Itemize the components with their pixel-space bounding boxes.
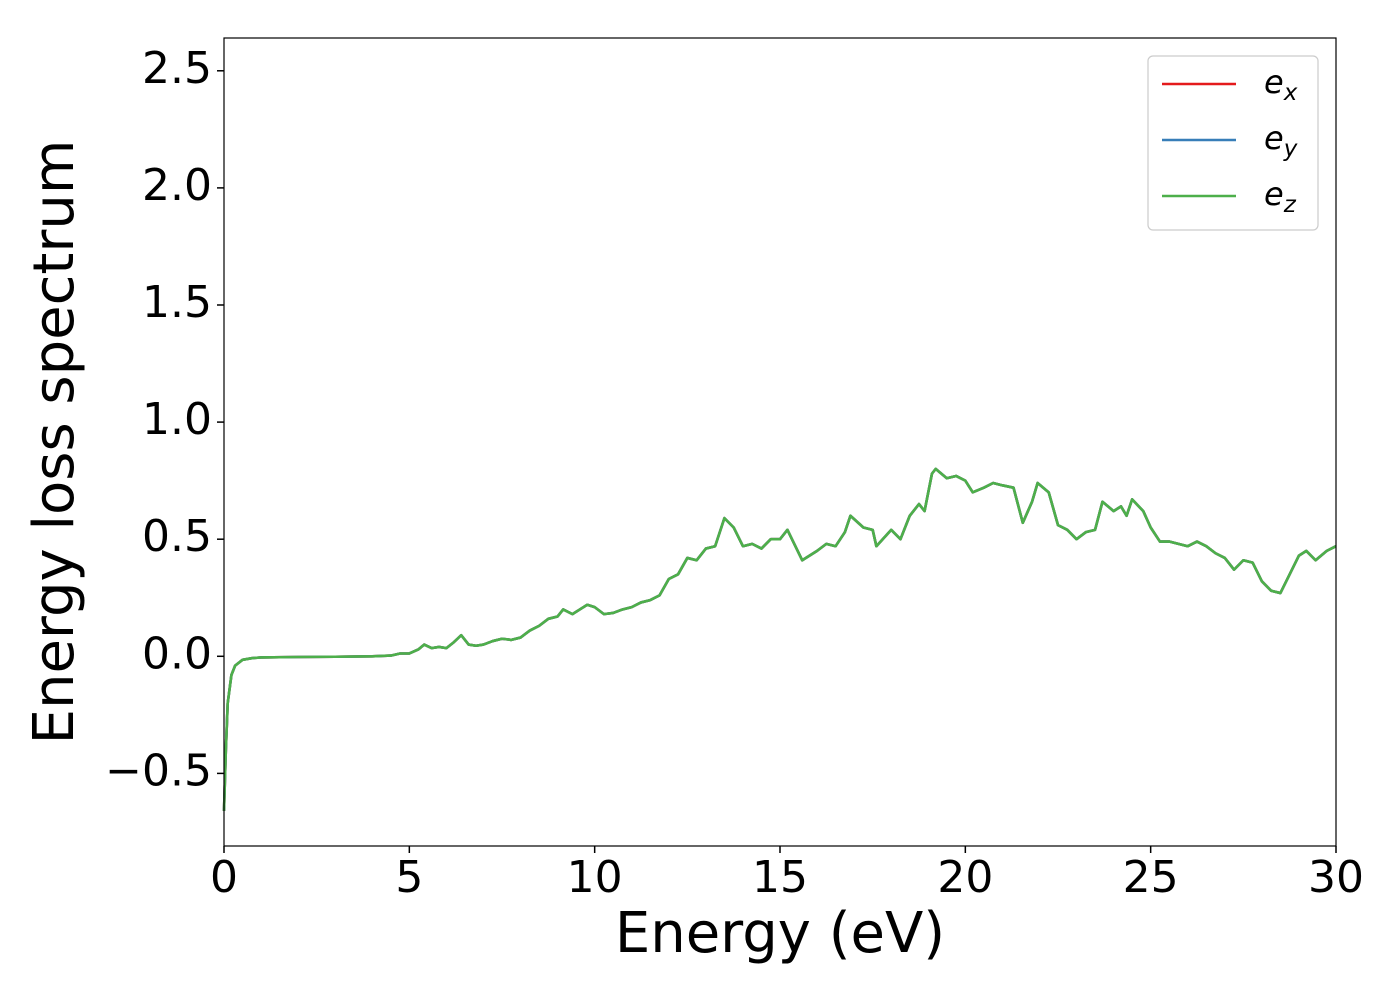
x-tick-label: 5: [395, 852, 423, 903]
series-line: [222, 467, 1337, 811]
legend-label-base: e: [1264, 63, 1284, 101]
y-tick-label: 0.5: [142, 511, 212, 562]
plot-frame: [223, 37, 1337, 847]
y-tick-label: 2.5: [142, 43, 212, 94]
legend-label-sub: y: [1283, 136, 1298, 162]
x-tick-label: 15: [752, 852, 808, 903]
x-tick-label: 20: [937, 852, 993, 903]
legend-label: ey: [1264, 119, 1298, 162]
legend-label: ex: [1264, 63, 1298, 106]
legend-label-sub: z: [1283, 192, 1297, 218]
x-tick-label: 10: [567, 852, 623, 903]
y-tick-label: 1.0: [142, 394, 212, 445]
legend-label-base: e: [1264, 175, 1284, 213]
y-tick-label: −0.5: [105, 745, 212, 796]
x-tick-label: 30: [1308, 852, 1364, 903]
legend-label-base: e: [1264, 119, 1284, 157]
series-line: [222, 467, 1337, 811]
y-tick-label: 2.0: [142, 160, 212, 211]
x-tick-label: 0: [210, 852, 238, 903]
y-tick-label: 1.5: [142, 277, 212, 328]
legend-label-sub: x: [1283, 80, 1298, 106]
y-tick-label: 0.0: [142, 628, 212, 679]
x-axis-label: Energy (eV): [615, 901, 945, 966]
x-tick-label: 25: [1123, 852, 1179, 903]
y-axis-label: Energy loss spectrum: [22, 140, 87, 745]
legend-label: ez: [1264, 175, 1297, 218]
series-line: [222, 467, 1337, 811]
legend-frame: [1147, 55, 1319, 231]
